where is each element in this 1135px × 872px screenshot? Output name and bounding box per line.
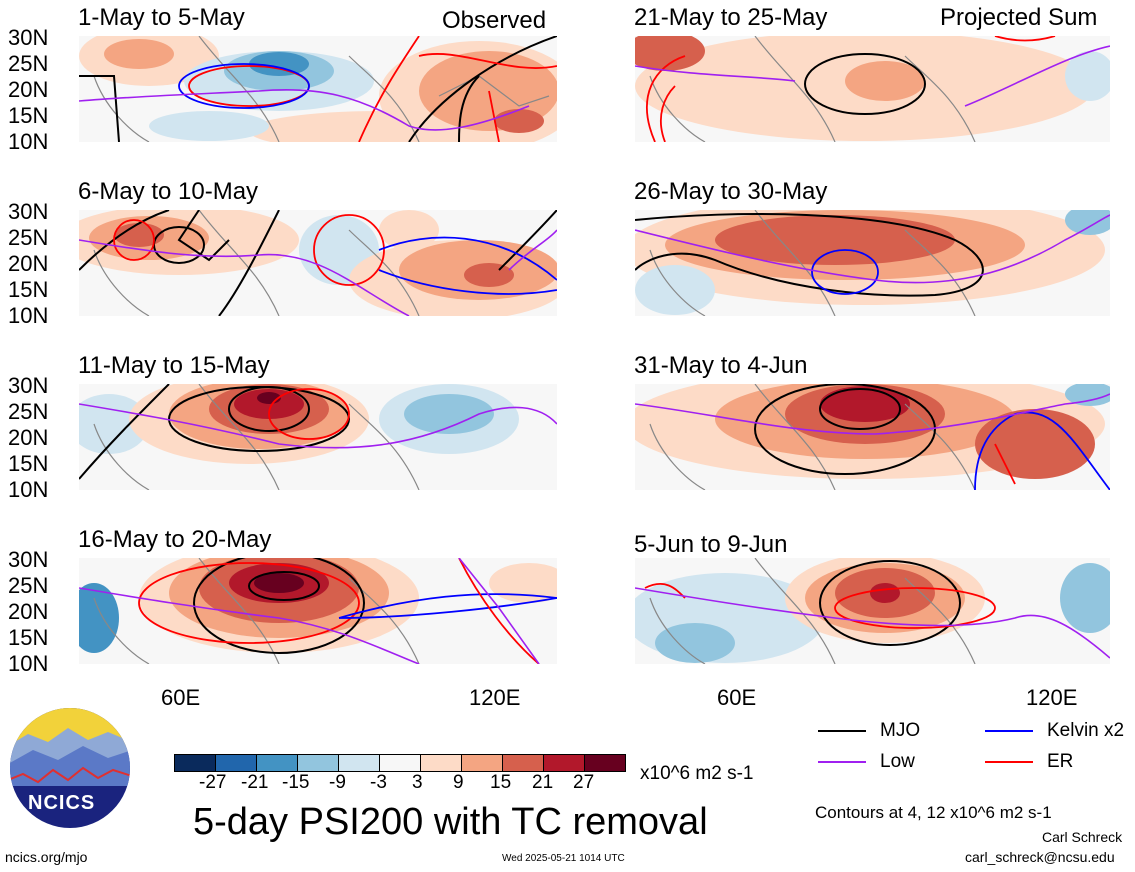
lat-label-p1-0: 30N: [8, 25, 49, 50]
colorbar-tick-9: 27: [573, 772, 595, 793]
map-panel-left-2: [79, 210, 557, 316]
map-panel-left-1: [79, 36, 557, 142]
lat-label-p1-4: 10N: [8, 129, 49, 154]
colorbar-tick-6: 9: [453, 772, 464, 793]
lat-label-p1-2: 20N: [8, 77, 49, 102]
panel-title-left-3: 11-May to 15-May: [78, 352, 270, 379]
lon-label-right-120e: 120E: [1026, 685, 1078, 710]
lat-label-p3-2: 20N: [8, 425, 49, 450]
lat-label-p1-3: 15N: [8, 103, 49, 128]
lat-label-p3-1: 25N: [8, 399, 49, 424]
colorbar-units: x10^6 m2 s-1: [640, 763, 754, 784]
colorbar-tick-3: -9: [329, 772, 346, 793]
colorbar-tick-1: -21: [241, 772, 269, 793]
colorbar-box: [420, 755, 461, 771]
colorbar-box: [215, 755, 256, 771]
legend-kelvin: Kelvin x2: [985, 721, 1124, 740]
colorbar-box: [338, 755, 379, 771]
observed-label: Observed: [442, 7, 547, 34]
panel-title-left-1: 1-May to 5-May: [78, 4, 245, 31]
logo-text: NCICS: [28, 792, 96, 814]
legend-label-mjo: MJO: [880, 720, 921, 741]
map-panel-right-4: [635, 558, 1110, 664]
colorbar-tick-8: 21: [532, 772, 554, 793]
figure-title: 5-day PSI200 with TC removal: [193, 801, 708, 843]
ncics-logo: NCICS: [8, 706, 132, 830]
lon-label-left-120e: 120E: [469, 685, 521, 710]
panel-title-right-1: 21-May to 25-May: [634, 4, 828, 31]
colorbar-box: [502, 755, 543, 771]
footer-timestamp: Wed 2025-05-21 1014 UTC: [502, 853, 625, 864]
lat-label-p2-0: 30N: [8, 199, 49, 224]
colorbar-box: [256, 755, 297, 771]
footer-email[interactable]: carl_schreck@ncsu.edu: [965, 849, 1115, 865]
colorbar-box: [297, 755, 338, 771]
lon-label-right-60e: 60E: [717, 685, 757, 710]
legend-label-low: Low: [880, 751, 915, 772]
lat-label-p3-3: 15N: [8, 451, 49, 476]
legend-line-er: [985, 760, 1033, 763]
lon-label-left-60e: 60E: [161, 685, 201, 710]
colorbar-boxes: [174, 754, 626, 772]
colorbar-box: [584, 755, 625, 771]
panel-title-right-2: 26-May to 30-May: [634, 178, 828, 205]
lat-label-p2-4: 10N: [8, 303, 49, 328]
map-panel-right-1: [635, 36, 1110, 142]
legend-line-low: [818, 760, 866, 763]
lat-label-p4-1: 25N: [8, 573, 49, 598]
colorbar-box: [379, 755, 420, 771]
legend-label-kelvin: Kelvin x2: [1047, 720, 1125, 741]
lat-label-p1-1: 25N: [8, 51, 49, 76]
panel-title-left-2: 6-May to 10-May: [78, 178, 259, 205]
lat-label-p4-3: 15N: [8, 625, 49, 650]
footer-url[interactable]: ncics.org/mjo: [5, 849, 88, 865]
colorbar: [174, 754, 626, 772]
panel-title-right-4: 5-Jun to 9-Jun: [634, 531, 788, 558]
projected-sum-label: Projected Sum: [940, 4, 1098, 31]
colorbar-box: [461, 755, 502, 771]
map-panel-left-3: [79, 384, 557, 490]
legend-line-mjo: [818, 729, 866, 732]
panel-title-right-3: 31-May to 4-Jun: [634, 352, 808, 379]
lat-label-p4-0: 30N: [8, 547, 49, 572]
logo-graphic: [10, 708, 130, 828]
lat-label-p4-4: 10N: [8, 651, 49, 676]
lat-label-p3-4: 10N: [8, 477, 49, 502]
colorbar-tick-7: 15: [490, 772, 512, 793]
legend-label-er: ER: [1047, 751, 1074, 772]
legend-mjo: MJO: [818, 721, 920, 740]
map-panel-left-4: [79, 558, 557, 664]
contours-note: Contours at 4, 12 x10^6 m2 s-1: [815, 803, 1052, 822]
colorbar-tick-0: -27: [199, 772, 227, 793]
map-panel-right-3: [635, 384, 1110, 490]
legend-line-kelvin: [985, 729, 1033, 732]
colorbar-tick-2: -15: [282, 772, 310, 793]
colorbar-box: [175, 755, 215, 771]
panel-title-left-4: 16-May to 20-May: [78, 526, 272, 553]
colorbar-box: [543, 755, 584, 771]
legend-er: ER: [985, 752, 1073, 771]
lat-label-p2-2: 20N: [8, 251, 49, 276]
lat-label-p2-1: 25N: [8, 225, 49, 250]
lat-label-p4-2: 20N: [8, 599, 49, 624]
legend-low: Low: [818, 752, 915, 771]
footer-author: Carl Schreck: [1042, 829, 1123, 845]
lat-label-p2-3: 15N: [8, 277, 49, 302]
colorbar-tick-5: 3: [412, 772, 423, 793]
lat-label-p3-0: 30N: [8, 373, 49, 398]
map-panel-right-2: [635, 210, 1110, 316]
colorbar-tick-4: -3: [370, 772, 387, 793]
